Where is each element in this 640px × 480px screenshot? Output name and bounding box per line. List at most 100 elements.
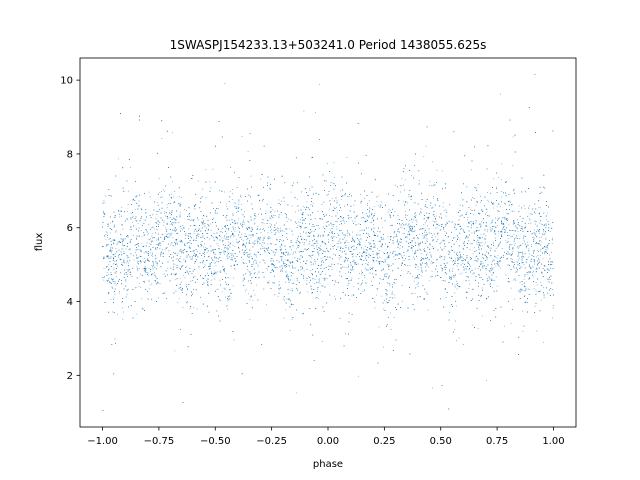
data-point (364, 267, 366, 269)
data-point (205, 197, 207, 199)
data-point (243, 219, 245, 221)
data-point (310, 257, 312, 259)
data-point (262, 241, 264, 243)
data-point (487, 192, 488, 193)
data-point (524, 243, 526, 245)
data-point (172, 132, 173, 134)
data-point (491, 220, 493, 222)
data-point (318, 83, 320, 85)
data-point (485, 269, 487, 271)
data-point (285, 255, 287, 256)
data-point (150, 270, 151, 272)
data-point (265, 304, 267, 306)
data-point (289, 330, 291, 332)
data-point (536, 284, 538, 286)
data-point (170, 244, 172, 246)
data-point (551, 252, 553, 253)
data-point (510, 287, 512, 289)
data-point (423, 248, 425, 250)
data-point (155, 239, 157, 241)
data-point (186, 250, 188, 252)
data-point (456, 280, 458, 282)
data-point (228, 241, 230, 243)
data-point (475, 256, 477, 258)
data-point (367, 262, 369, 263)
data-point (140, 262, 142, 264)
data-point (173, 202, 175, 204)
data-point (472, 221, 474, 222)
data-point (475, 219, 477, 221)
data-point (143, 261, 145, 262)
data-point (301, 241, 303, 243)
data-point (398, 243, 400, 245)
data-point (337, 232, 339, 234)
data-point (310, 264, 312, 266)
data-point (426, 217, 428, 219)
data-point (104, 235, 105, 237)
data-point (182, 307, 184, 309)
data-point (519, 281, 521, 283)
data-point (279, 250, 281, 252)
data-point (321, 249, 323, 251)
data-point (528, 223, 530, 225)
data-point (267, 243, 269, 245)
data-point (322, 250, 324, 252)
data-point (461, 272, 463, 274)
data-point (315, 240, 317, 242)
data-point (357, 234, 359, 236)
data-point (149, 242, 151, 244)
data-point (447, 250, 449, 252)
data-point (377, 231, 378, 232)
data-point (465, 266, 467, 267)
data-point (514, 244, 515, 246)
data-point (481, 276, 483, 278)
data-point (134, 244, 136, 246)
data-point (443, 247, 445, 249)
data-point (427, 246, 429, 248)
data-point (180, 228, 182, 230)
data-point (196, 251, 198, 253)
data-point (151, 232, 153, 234)
data-point (470, 266, 472, 268)
data-point (319, 291, 321, 293)
data-point (296, 279, 298, 281)
data-point (212, 168, 214, 170)
data-point (308, 275, 309, 277)
data-point (225, 203, 227, 205)
data-point (536, 330, 538, 332)
data-point (418, 277, 420, 279)
data-point (331, 209, 333, 211)
data-point (374, 212, 376, 214)
data-point (307, 235, 309, 237)
data-point (540, 290, 541, 292)
data-point (402, 233, 404, 234)
data-point (226, 246, 228, 248)
data-point (380, 201, 382, 203)
data-point (495, 265, 497, 267)
data-point (432, 234, 434, 236)
data-point (141, 298, 143, 300)
data-point (486, 230, 488, 232)
data-point (540, 299, 542, 301)
data-point (137, 262, 139, 264)
data-point (150, 238, 151, 240)
data-point (517, 227, 519, 229)
data-point (387, 211, 389, 213)
data-point (165, 226, 167, 228)
data-point (174, 350, 176, 352)
data-point (155, 257, 157, 259)
data-point (158, 297, 160, 299)
data-point (289, 289, 291, 291)
data-point (379, 256, 381, 258)
data-point (244, 245, 246, 247)
data-point (383, 346, 385, 348)
data-point (489, 278, 491, 280)
data-point (487, 229, 489, 231)
data-point (475, 204, 477, 206)
data-point (229, 191, 231, 193)
data-point (256, 273, 258, 275)
data-point (500, 191, 502, 192)
data-point (333, 162, 335, 164)
data-point (491, 266, 493, 268)
data-point (436, 169, 438, 171)
